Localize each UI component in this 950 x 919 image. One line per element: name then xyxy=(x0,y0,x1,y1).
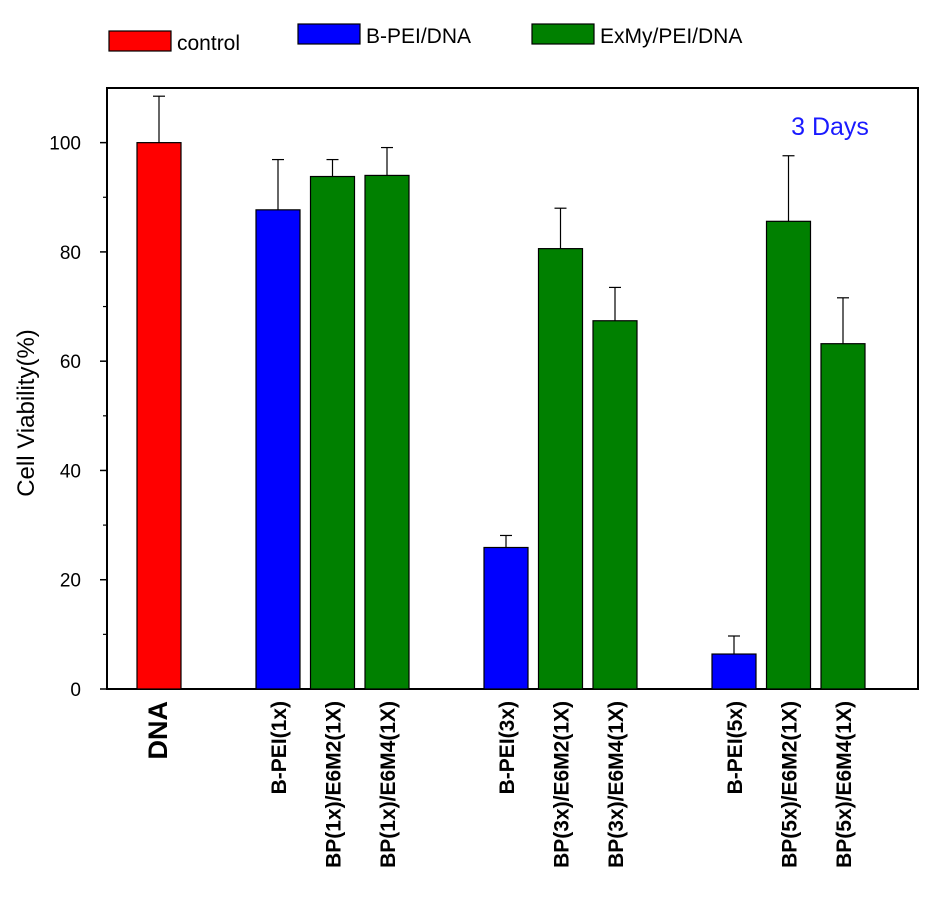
x-category-label: BP(1x)/E6M2(1X) xyxy=(323,701,346,868)
x-category-label: BP(3x)/E6M2(1X) xyxy=(551,701,574,868)
x-category-label: DNA xyxy=(143,701,173,760)
legend-label: B-PEI/DNA xyxy=(366,25,471,48)
bar xyxy=(136,142,182,690)
bar xyxy=(820,343,866,690)
y-tick-label: 20 xyxy=(60,571,81,592)
x-category-label: BP(3x)/E6M4(1X) xyxy=(605,701,628,868)
y-axis-title: Cell Viability(%) xyxy=(13,329,40,497)
x-category-label: B-PEI(1x) xyxy=(268,701,291,794)
annotation-3-days: 3 Days xyxy=(791,113,869,141)
y-tick-label: 80 xyxy=(60,243,81,264)
legend-swatch xyxy=(297,23,361,45)
y-tick-label: 60 xyxy=(60,352,81,373)
legend: control B-PEI/DNA ExMy/PEI/DNA xyxy=(108,23,742,55)
bar xyxy=(255,209,301,690)
bar xyxy=(592,320,638,690)
y-tick-label: 100 xyxy=(49,134,81,155)
bar xyxy=(765,220,812,690)
x-category-label: BP(5x)/E6M2(1X) xyxy=(779,701,802,868)
bar xyxy=(483,546,529,690)
y-tick-label: 0 xyxy=(70,680,81,701)
bar xyxy=(364,174,410,690)
legend-label: control xyxy=(177,32,240,55)
y-tick-label: 40 xyxy=(60,461,81,482)
x-category-label: B-PEI(3x) xyxy=(496,701,519,794)
plot-area: 0 20 40 60 80 100 DNA B-PEI(1x) BP(1x)/E6M2(1X) B… xyxy=(49,87,919,868)
legend-swatch xyxy=(108,30,172,52)
bar xyxy=(711,653,757,690)
bar xyxy=(309,175,356,690)
bar xyxy=(537,248,584,690)
legend-label: ExMy/PEI/DNA xyxy=(600,25,742,48)
x-category-label: BP(5x)/E6M4(1X) xyxy=(833,701,856,868)
x-category-label: BP(1x)/E6M4(1X) xyxy=(377,701,400,868)
x-category-label: B-PEI(5x) xyxy=(724,701,747,794)
legend-swatch xyxy=(531,23,595,45)
